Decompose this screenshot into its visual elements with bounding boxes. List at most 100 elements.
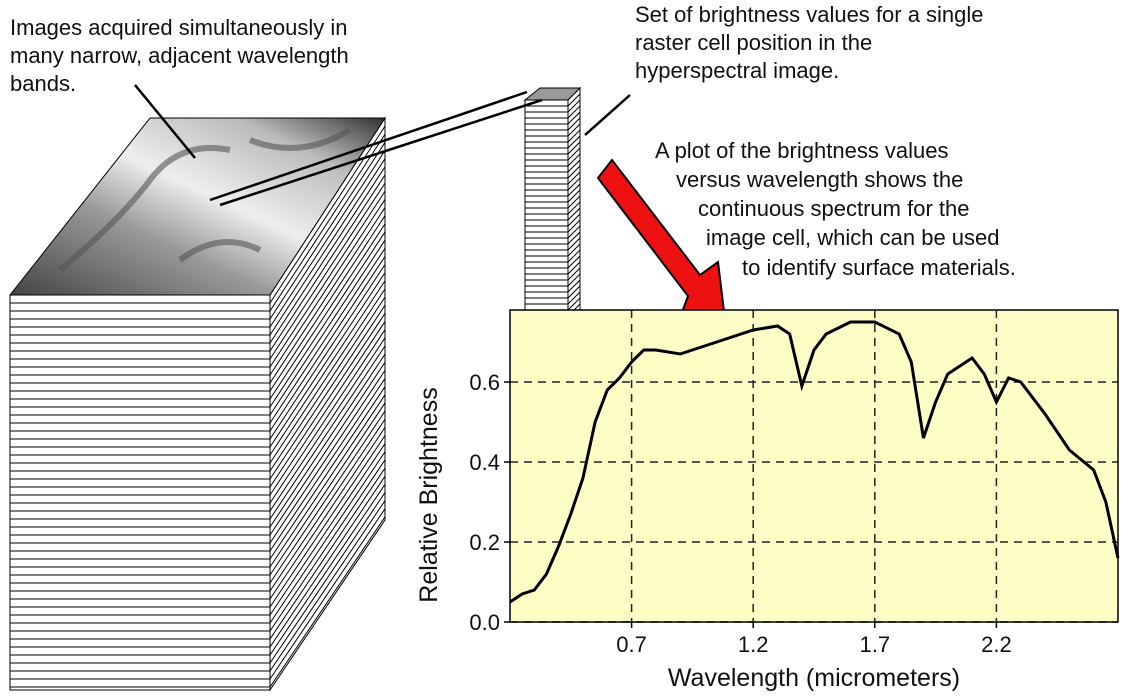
band-line [269,182,386,360]
cube-image [8,117,386,296]
annotation-line: Set of brightness values for a single [635,2,984,27]
annotation-line: to identify surface materials. [742,255,1016,280]
band-line [567,273,581,287]
band-line [269,280,386,456]
image-cube [8,116,386,692]
y-tick-label: 0.4 [469,450,500,475]
band-line [269,134,386,312]
band-line [567,105,581,119]
band-line [567,285,581,299]
band-line [567,177,581,191]
band-line [567,195,581,209]
band-line [567,153,581,167]
band-line [567,225,581,239]
band-line [567,159,581,173]
x-tick-label: 2.2 [981,632,1012,657]
band-line [269,239,386,416]
y-tick-label: 0.0 [469,610,500,635]
band-line [567,255,581,269]
leader-line [584,94,631,136]
band-line [269,150,386,328]
band-line [269,418,386,592]
band-line [567,93,581,107]
band-line [269,247,386,424]
band-line [269,410,386,584]
band-line [269,435,386,608]
band-line [269,467,386,640]
x-tick-label: 0.7 [616,632,647,657]
band-line [567,201,581,215]
band-line [269,199,386,376]
band-line [567,171,581,185]
band-line [567,279,581,293]
band-line [567,297,581,311]
stack-top [523,87,582,101]
y-tick-label: 0.6 [469,370,500,395]
annotation-line: image cell, which can be used [706,225,1000,250]
band-line [269,256,386,432]
band-line [269,508,386,680]
band-line [269,378,386,552]
band-line [567,135,581,149]
band-line [269,443,386,616]
band-line [269,231,386,408]
band-line [567,111,581,125]
band-line [269,345,386,520]
band-line [269,427,386,600]
band-line [567,243,581,257]
band-line [269,191,386,368]
band-line [567,99,581,113]
annotation-line: A plot of the brightness values [655,138,949,163]
band-line [269,402,386,576]
band-line [269,158,386,336]
plot-background [510,310,1118,622]
band-line [269,264,386,440]
band-line [269,492,386,664]
band-line [269,304,386,480]
band-line [269,223,386,400]
band-line [269,296,386,472]
x-axis-label: Wavelength (micrometers) [668,664,960,692]
band-line [269,475,386,648]
y-axis-label: Relative Brightness [415,387,443,602]
band-line [269,321,386,496]
image-texture [58,127,352,273]
spectrum-line [509,320,1120,604]
band-line [567,129,581,143]
band-line [567,219,581,233]
x-tick-label: 1.7 [860,632,891,657]
band-line [269,353,386,528]
spectrum-chart: 0.0 0.2 0.4 0.6 0.7 1.2 1.7 2.2 Wavelength (micr… [415,309,1120,692]
leader-line [219,98,543,207]
annotation-line: versus wavelength shows the [676,167,963,192]
band-line [567,231,581,245]
annotation-line: hyperspectral image. [635,58,839,83]
plot-frame [509,309,1119,623]
band-line [269,329,386,504]
band-line [269,451,386,624]
annotation-line: many narrow, adjacent wavelength [10,43,349,68]
annotation-line: Images acquired simultaneously in [10,15,348,40]
band-line [269,272,386,448]
band-line [567,261,581,275]
band-line [269,516,386,688]
band-line [567,207,581,221]
band-line [269,459,386,632]
band-line [567,213,581,227]
band-line [269,394,386,568]
band-line [567,165,581,179]
band-line [269,142,386,320]
band-line [567,291,581,305]
band-line [269,174,386,352]
y-tick-label: 0.2 [469,530,500,555]
band-line [567,147,581,161]
leader-line [134,84,196,159]
band-line [269,337,386,512]
band-line [567,189,581,203]
band-line [567,249,581,263]
band-line [269,125,386,304]
annotation-line: raster cell position in the [635,30,872,55]
band-line [269,500,386,672]
band-line [567,123,581,137]
band-line [269,361,386,536]
